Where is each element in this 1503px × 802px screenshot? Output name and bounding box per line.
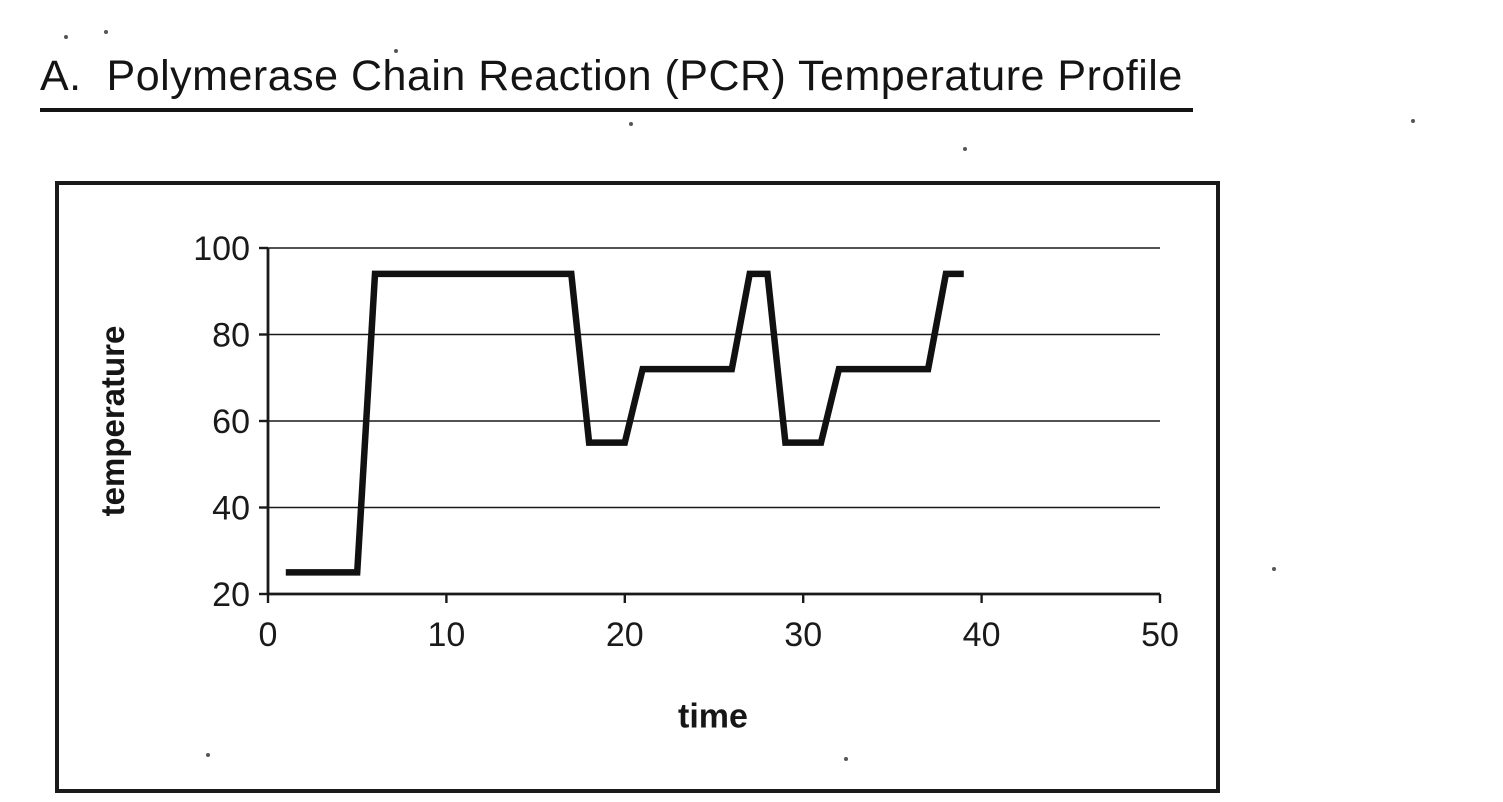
scan-artifact-dot (104, 30, 108, 34)
x-axis-label: time (678, 697, 748, 736)
y-tick-label-60: 60 (212, 403, 250, 441)
scan-artifact-dot (963, 147, 967, 151)
y-tick-label-100: 100 (193, 230, 250, 268)
x-tick-label-0: 0 (259, 616, 278, 654)
scan-artifact-dot (206, 753, 210, 757)
x-tick-label-20: 20 (606, 616, 644, 654)
x-tick-label-10: 10 (427, 616, 465, 654)
y-axis-label: temperature (94, 325, 131, 517)
y-tick-label-80: 80 (212, 317, 250, 355)
scan-artifact-dot (1272, 567, 1276, 571)
pcr-temperature-chart: 20 40 60 80 100 0 10 20 30 40 50 (193, 230, 1179, 654)
scan-artifact-dot (844, 757, 848, 761)
figure-title-text: A. Polymerase Chain Reaction (PCR) Tempe… (40, 52, 1193, 112)
scan-artifact-dot (629, 122, 633, 126)
x-tick-label-50: 50 (1141, 616, 1179, 654)
chart-frame: 20 40 60 80 100 0 10 20 30 40 50 temperature time (55, 181, 1220, 793)
figure-title: A. Polymerase Chain Reaction (PCR) Tempe… (40, 52, 1193, 112)
scan-artifact-dot (64, 35, 68, 39)
x-tick-label-40: 40 (963, 616, 1001, 654)
y-tick-label-20: 20 (212, 576, 250, 614)
scan-artifact-dot (1411, 119, 1415, 123)
y-tick-label-40: 40 (212, 490, 250, 528)
x-tick-label-30: 30 (784, 616, 822, 654)
scan-artifact-dot (394, 49, 398, 53)
series-line-pcr-temperature-profile (285, 270, 964, 576)
